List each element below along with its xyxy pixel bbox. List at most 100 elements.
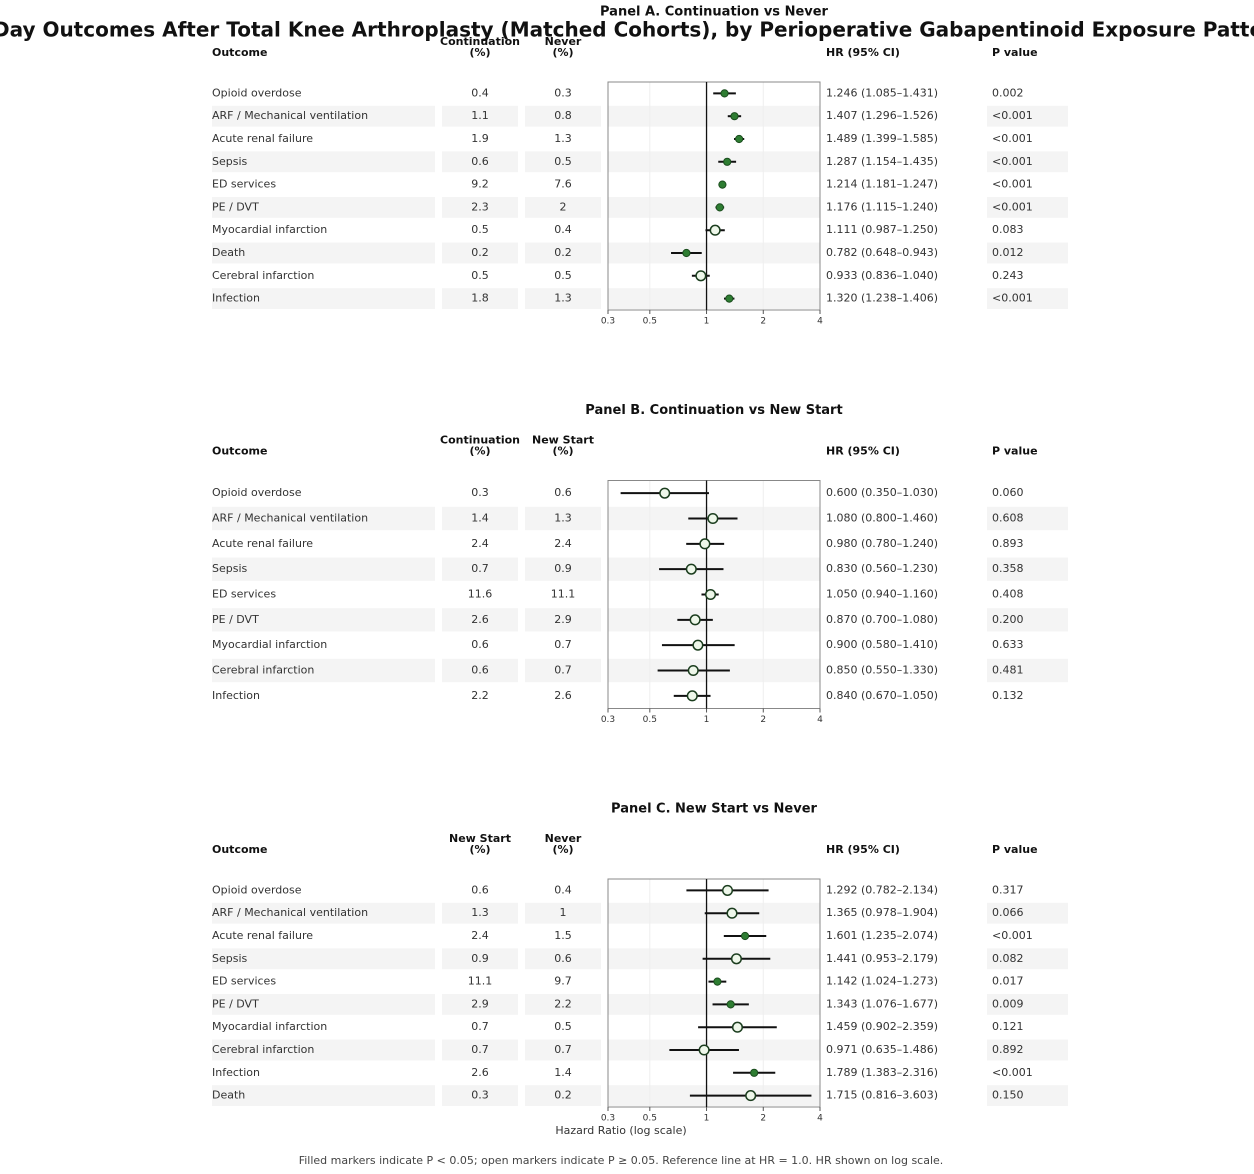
- outcome-label: Acute renal failure: [212, 537, 313, 550]
- x-tick-label: 0.3: [601, 317, 615, 327]
- column-header: P value: [992, 46, 1038, 59]
- row-band: [442, 1039, 518, 1061]
- outcome-label: Sepsis: [212, 952, 248, 965]
- hr-label: 1.320 (1.238–1.406): [826, 292, 938, 305]
- column-header: (%): [469, 843, 490, 856]
- p-value: 0.083: [992, 223, 1024, 236]
- hr-label: 0.830 (0.560–1.230): [826, 562, 938, 575]
- row-band: [525, 658, 601, 683]
- group2-rate: 0.7: [554, 638, 572, 651]
- group1-rate: 0.7: [471, 1020, 489, 1033]
- column-header: (%): [552, 843, 573, 856]
- p-value: 0.408: [992, 588, 1024, 601]
- group1-rate: 2.2: [471, 689, 489, 702]
- group2-rate: 2.2: [554, 997, 572, 1010]
- x-tick-label: 0.3: [601, 715, 615, 725]
- row-band: [212, 608, 435, 632]
- plot-frame: [607, 878, 821, 1108]
- hr-label: 1.407 (1.296–1.526): [826, 109, 938, 122]
- row-band: [608, 105, 820, 127]
- outcome-label: ED services: [212, 178, 276, 191]
- group1-rate: 0.3: [471, 486, 489, 499]
- row-band: [525, 288, 601, 309]
- group2-rate: 2: [560, 200, 567, 213]
- figure-title: 90-Day Outcomes After Total Knee Arthrop…: [0, 18, 1254, 42]
- hr-label: 0.900 (0.580–1.410): [826, 638, 938, 651]
- row-band: [212, 1039, 435, 1061]
- hr-label: 1.050 (0.940–1.160): [826, 588, 938, 601]
- outcome-label: Sepsis: [212, 562, 248, 575]
- p-value: 0.082: [992, 952, 1024, 965]
- hr-label: 0.870 (0.700–1.080): [826, 613, 938, 626]
- hr-marker: [721, 884, 734, 896]
- outcome-label: Sepsis: [212, 155, 248, 168]
- group2-rate: 0.4: [554, 883, 572, 896]
- x-tick-label: 0.3: [601, 1114, 615, 1124]
- row-band: [442, 197, 518, 218]
- group2-rate: 1.3: [554, 512, 572, 525]
- hr-marker: [704, 588, 717, 601]
- hr-marker: [726, 907, 738, 919]
- row-band: [525, 197, 601, 218]
- column-header: (%): [552, 46, 573, 59]
- hr-marker: [726, 1000, 735, 1009]
- p-value: 0.012: [992, 246, 1024, 259]
- x-tick-label: 2: [760, 1114, 766, 1124]
- row-band: [987, 557, 1068, 581]
- hr-marker: [682, 248, 691, 258]
- row-band: [987, 658, 1068, 683]
- row-band: [987, 1039, 1068, 1061]
- group2-rate: 2.6: [554, 689, 572, 702]
- group2-rate: 0.5: [554, 155, 572, 168]
- column-header: New Start: [532, 434, 594, 447]
- column-header: Never: [545, 35, 582, 48]
- hr-label: 1.287 (1.154–1.435): [826, 155, 938, 168]
- row-band: [442, 242, 518, 264]
- p-value: 0.892: [992, 1043, 1024, 1056]
- hr-label: 1.789 (1.383–2.316): [826, 1066, 938, 1079]
- p-value: 0.150: [992, 1089, 1024, 1102]
- outcome-label: Infection: [212, 1066, 260, 1079]
- hr-label: 1.343 (1.076–1.677): [826, 997, 938, 1010]
- outcome-label: Myocardial infarction: [212, 223, 327, 236]
- hr-marker: [689, 614, 701, 626]
- p-value: 0.121: [992, 1020, 1024, 1033]
- hr-marker: [686, 690, 698, 702]
- group1-rate: 0.5: [471, 269, 489, 282]
- hr-marker: [718, 180, 727, 189]
- group1-rate: 1.4: [471, 512, 489, 525]
- row-band: [442, 151, 518, 173]
- column-header: Never: [545, 832, 582, 845]
- hr-label: 1.214 (1.181–1.247): [826, 178, 938, 191]
- x-tick-label: 1: [704, 317, 710, 327]
- group2-rate: 0.9: [554, 562, 572, 575]
- group1-rate: 0.2: [471, 246, 489, 259]
- group1-rate: 2.4: [471, 929, 489, 942]
- row-band: [212, 105, 435, 127]
- row-band: [987, 1085, 1068, 1106]
- hr-marker: [730, 953, 742, 965]
- x-tick-label: 4: [817, 317, 823, 327]
- outcome-label: PE / DVT: [212, 613, 259, 626]
- hr-marker: [707, 512, 719, 525]
- outcome-label: PE / DVT: [212, 200, 259, 213]
- x-tick-label: 0.5: [643, 317, 657, 327]
- outcome-label: Opioid overdose: [212, 883, 302, 896]
- row-band: [212, 1085, 435, 1106]
- column-header: P value: [992, 445, 1038, 458]
- row-band: [525, 151, 601, 173]
- row-band: [212, 288, 435, 309]
- outcome-label: Death: [212, 1089, 245, 1102]
- row-band: [608, 242, 820, 264]
- row-band: [442, 902, 518, 924]
- group1-rate: 11.1: [468, 975, 493, 988]
- p-value: 0.608: [992, 512, 1024, 525]
- column-header: HR (95% CI): [826, 46, 900, 59]
- hr-label: 0.850 (0.550–1.330): [826, 664, 938, 677]
- hr-marker: [745, 1090, 757, 1102]
- group1-rate: 0.6: [471, 638, 489, 651]
- row-band: [608, 608, 820, 632]
- hr-label: 1.601 (1.235–2.074): [826, 929, 938, 942]
- group2-rate: 0.2: [554, 1089, 572, 1102]
- row-band: [525, 105, 601, 127]
